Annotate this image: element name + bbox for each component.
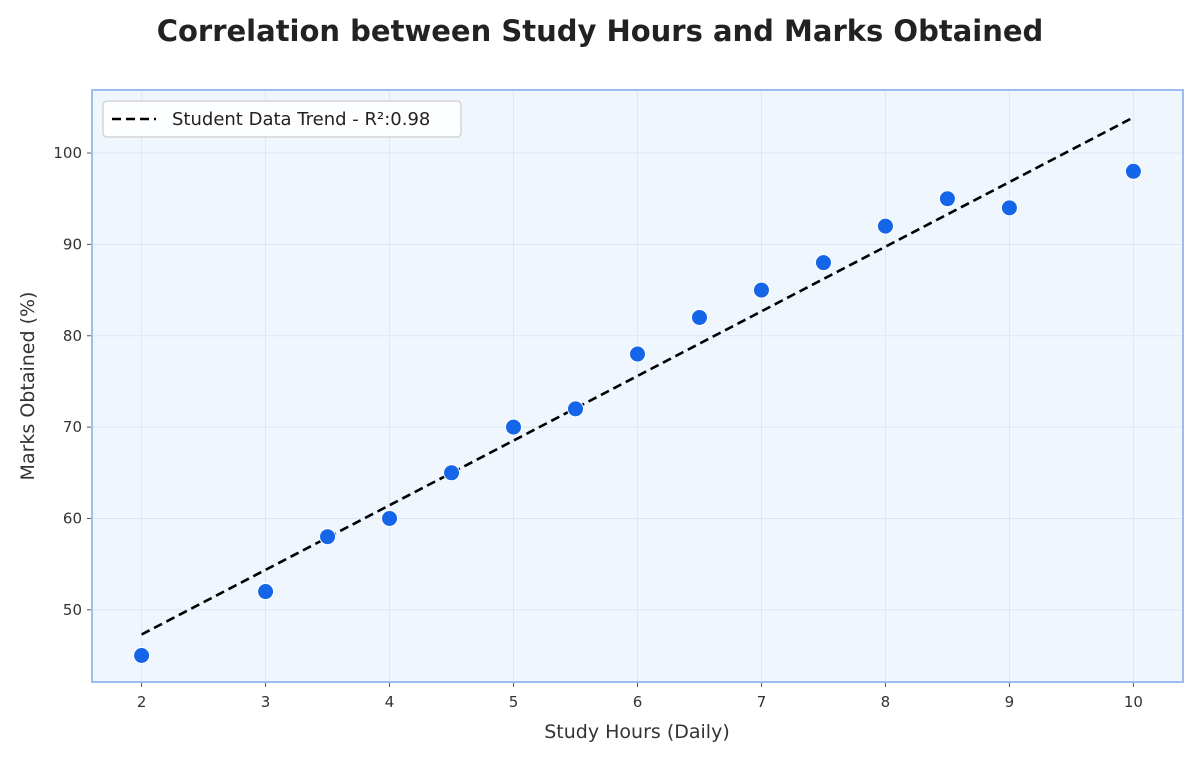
trend-line bbox=[140, 116, 1135, 636]
x-tick-label: 6 bbox=[633, 693, 643, 711]
y-axis-label: Marks Obtained (%) bbox=[17, 292, 39, 481]
data-point bbox=[319, 528, 337, 546]
x-tick-label: 4 bbox=[385, 693, 395, 711]
x-tick-label: 3 bbox=[261, 693, 271, 711]
data-point bbox=[381, 509, 399, 527]
legend-box bbox=[102, 100, 462, 138]
x-tick-label: 2 bbox=[137, 693, 147, 711]
marks bbox=[133, 116, 1142, 665]
data-point bbox=[752, 281, 770, 299]
x-tick-label: 10 bbox=[1124, 693, 1143, 711]
y-tick-label: 50 bbox=[63, 601, 82, 619]
data-point bbox=[257, 583, 275, 601]
y-tick-label: 100 bbox=[53, 144, 82, 162]
x-tick-label: 7 bbox=[757, 693, 767, 711]
data-point bbox=[876, 217, 894, 235]
legend: Student Data Trend - R²:0.98 bbox=[102, 100, 462, 138]
data-point bbox=[505, 418, 523, 436]
y-tick-label: 80 bbox=[63, 327, 82, 345]
data-point bbox=[567, 400, 585, 418]
x-axis-label: Study Hours (Daily) bbox=[544, 721, 730, 743]
x-tick-label: 9 bbox=[1005, 693, 1015, 711]
plot-frame bbox=[91, 89, 1184, 683]
ticks: 2 3 4 5 6 7 8 9 10 50 60 70 80 90 100 bbox=[53, 144, 1143, 711]
data-point bbox=[133, 647, 151, 665]
data-point bbox=[629, 345, 646, 363]
grid bbox=[92, 90, 1183, 682]
data-point bbox=[690, 308, 708, 326]
y-tick-label: 90 bbox=[63, 235, 82, 253]
data-point bbox=[814, 254, 832, 272]
x-tick-label: 8 bbox=[881, 693, 891, 711]
legend-label: Student Data Trend - R²:0.98 bbox=[172, 109, 430, 130]
data-point bbox=[938, 190, 956, 208]
x-tick-label: 5 bbox=[509, 693, 519, 711]
data-point bbox=[443, 464, 461, 482]
data-point bbox=[1124, 162, 1142, 180]
chart-title: Correlation between Study Hours and Mark… bbox=[156, 14, 1044, 48]
y-tick-label: 60 bbox=[63, 509, 82, 527]
data-point bbox=[1000, 199, 1018, 217]
y-tick-label: 70 bbox=[63, 418, 82, 436]
